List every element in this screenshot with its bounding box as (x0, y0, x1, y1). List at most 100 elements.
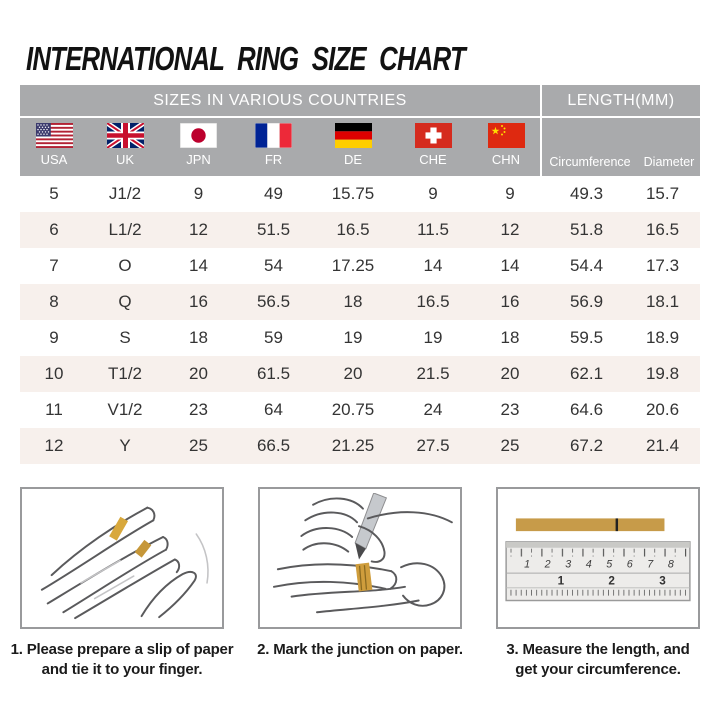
svg-text:3: 3 (565, 558, 571, 570)
group-header-sizes: SIZES IN VARIOUS COUNTRIES (20, 85, 540, 116)
size-cell: 49.3 (569, 184, 604, 203)
size-cell: 10 (44, 364, 64, 383)
size-cell: 21.5 (416, 364, 450, 383)
size-cell: O (118, 256, 132, 275)
china-flag-icon (487, 123, 525, 148)
size-cell: 7 (49, 256, 59, 275)
size-cell: 14 (423, 256, 443, 275)
svg-text:8: 8 (668, 558, 674, 570)
size-cell: 16.5 (336, 220, 370, 239)
column-header-jpn: JPN (162, 118, 235, 176)
size-cell: 12 (500, 220, 520, 239)
size-cell: 11.5 (417, 220, 449, 239)
step-2-illustration-box (258, 487, 462, 629)
svg-text:1: 1 (524, 558, 530, 570)
table-row: 12 Y 25 66.5 21.25 27.5 25 67.2 21.4 (20, 428, 700, 464)
japan-flag-icon (180, 123, 217, 148)
table-row: 11 V1/2 23 64 20.75 24 23 64.6 20.6 (20, 392, 700, 428)
switzerland-flag-icon (414, 123, 452, 148)
size-cell: 67.2 (569, 436, 604, 455)
size-cell: 16 (189, 292, 208, 311)
pen-tip (355, 542, 366, 560)
size-cell: 56.9 (569, 292, 604, 311)
size-cell: 59.5 (569, 328, 604, 347)
size-cell: 17.25 (331, 256, 375, 275)
svg-text:2: 2 (544, 558, 551, 570)
column-header-label: UK (115, 152, 135, 167)
paper-slip (134, 539, 152, 558)
size-cell: 54.4 (569, 256, 604, 275)
size-cell: Q (118, 292, 132, 311)
table-row: 7 O 14 54 17.25 14 14 54.4 17.3 (20, 248, 700, 284)
size-cell: 15.75 (331, 184, 375, 203)
usa-flag-icon (35, 123, 73, 148)
size-cell: 18 (189, 328, 208, 347)
size-cell: 23 (189, 400, 208, 419)
svg-text:6: 6 (627, 558, 633, 570)
table-column-header-row: USA UK (20, 118, 700, 176)
column-header-uk: UK (88, 118, 162, 176)
hand-with-slip-illustration (40, 506, 209, 620)
step-3-caption: 3. Measure the length, and get your circu… (506, 641, 690, 678)
column-header-de: DE (312, 118, 394, 176)
size-cell: 16.5 (645, 220, 680, 239)
size-cell: L1/2 (108, 220, 142, 239)
column-header-label: FR (264, 152, 283, 167)
size-cell: 21.4 (645, 436, 680, 455)
size-cell: V1/2 (107, 400, 143, 419)
step-1-caption: 1. Please prepare a slip of paper and tie… (10, 641, 234, 678)
size-cell: 51.5 (256, 220, 291, 239)
size-cell: 14 (500, 256, 520, 275)
size-cell: 19.8 (645, 364, 680, 383)
size-cell: 11 (45, 400, 63, 419)
table-row: 9 S 18 59 19 19 18 59.5 18.9 (20, 320, 700, 356)
svg-text:7: 7 (647, 558, 654, 570)
group-header-length: LENGTH(MM) (542, 85, 700, 116)
mark-junction-illustration (273, 493, 453, 614)
size-cell: S (119, 328, 131, 347)
column-header-label: CHE (419, 152, 447, 167)
column-header-label: CHN (491, 152, 521, 167)
step-1-illustration-box (20, 487, 224, 629)
paper-strip (515, 518, 665, 532)
table-group-header-row: SIZES IN VARIOUS COUNTRIES LENGTH(MM) (20, 85, 700, 116)
size-cell: 24 (423, 400, 443, 419)
svg-text:5: 5 (606, 558, 612, 570)
size-cell: 20 (343, 364, 363, 383)
header-divider (540, 118, 542, 176)
size-cell: 25 (500, 436, 520, 455)
measure-steps: 1. Please prepare a slip of paper and tie… (11, 487, 700, 679)
table-row: 10 T1/2 20 61.5 20 21.5 20 62.1 19.8 (20, 356, 700, 392)
size-cell: 21.25 (331, 436, 375, 455)
size-cell: 54 (264, 256, 283, 275)
size-cell: 18.1 (645, 292, 680, 311)
uk-flag-icon (106, 123, 144, 148)
size-table-body: 5 J1/2 9 49 15.75 9 9 49.3 15.7 6 L1/2 12 51.5 16.5 11… (20, 176, 700, 464)
svg-text:4: 4 (586, 558, 592, 570)
size-cell: Y (119, 436, 131, 455)
size-cell: 9 (193, 184, 204, 203)
size-cell: 66.5 (256, 436, 291, 455)
size-cell: 9 (49, 328, 59, 347)
size-cell: 64 (264, 400, 283, 419)
size-cell: 25 (189, 436, 208, 455)
size-cell: 27.5 (416, 436, 450, 455)
table-row: 6 L1/2 12 51.5 16.5 11.5 12 51.8 16.5 (20, 212, 700, 248)
size-cell: 12 (44, 436, 64, 455)
column-header-label: DE (343, 152, 363, 167)
paper-slip (109, 516, 129, 541)
size-cell: 56.5 (256, 292, 291, 311)
size-cell: 18.9 (645, 328, 680, 347)
size-cell: 9 (505, 184, 515, 203)
size-cell: 19 (423, 328, 443, 347)
size-cell: 9 (428, 184, 438, 203)
size-cell: J1/2 (108, 184, 142, 203)
size-cell: 17.3 (645, 256, 680, 275)
table-row: 5 J1/2 9 49 15.75 9 9 49.3 15.7 (20, 176, 700, 212)
size-cell: 8 (49, 292, 59, 311)
step-2: 2. Mark the junction on paper. (257, 487, 463, 679)
svg-text:2: 2 (608, 574, 615, 587)
